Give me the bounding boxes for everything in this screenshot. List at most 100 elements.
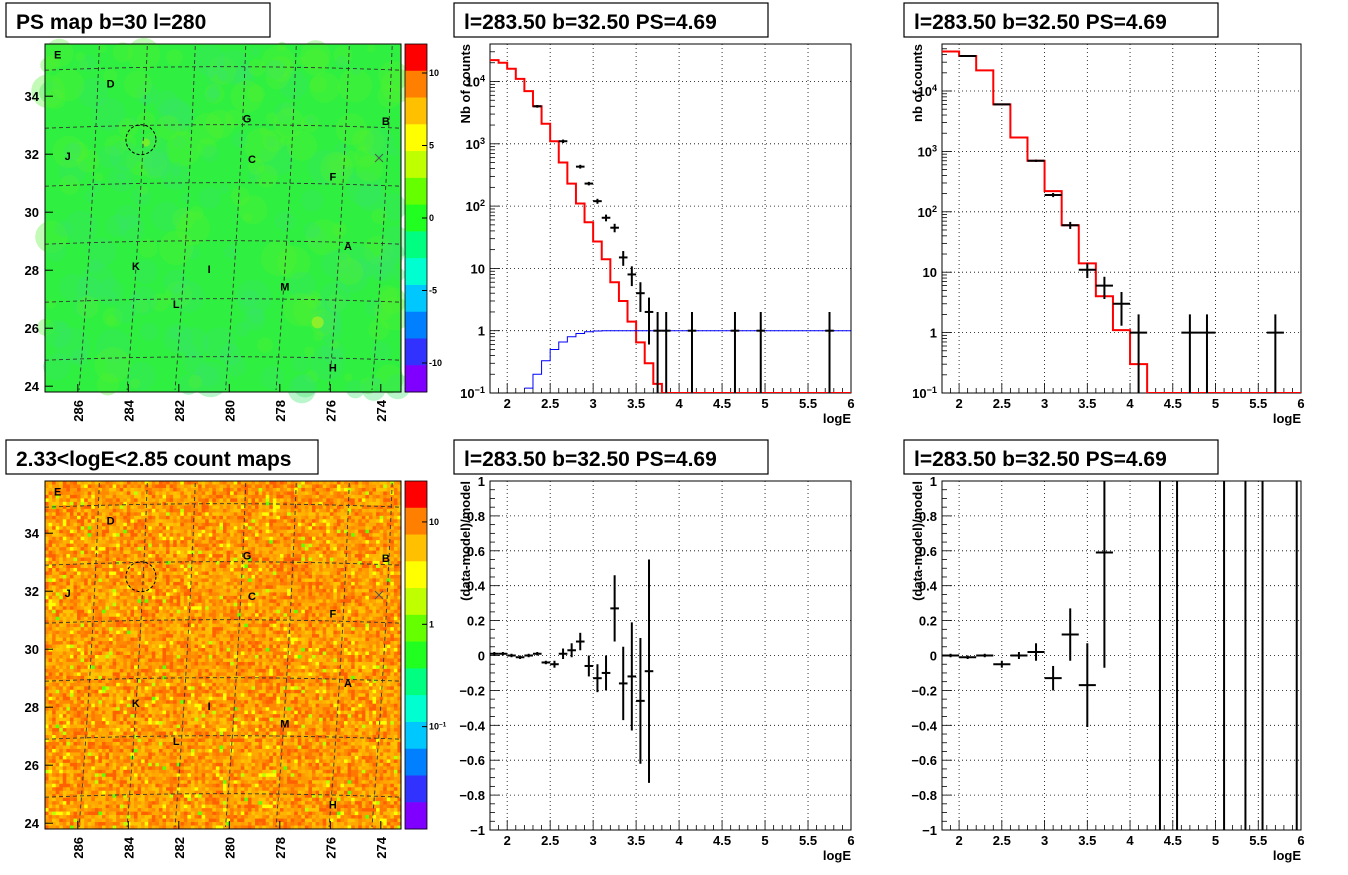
heatmap-blob — [97, 145, 122, 169]
heatmap-cell — [84, 651, 89, 656]
heatmap-cell — [166, 766, 170, 771]
heatmap-cell — [173, 773, 178, 778]
heatmap-cell — [105, 606, 110, 611]
heatmap-cell — [151, 804, 156, 809]
heatmap-cell — [73, 797, 78, 802]
heatmap-cell — [116, 620, 121, 624]
heatmap-cell — [109, 613, 113, 618]
heatmap-cell — [137, 769, 142, 774]
heatmap-cell — [151, 487, 156, 492]
heatmap-cell — [80, 742, 85, 746]
heatmap-cell — [109, 731, 113, 736]
heatmap-cell — [116, 780, 121, 785]
heatmap-cell — [119, 568, 124, 572]
heatmap-cell — [62, 755, 67, 760]
heatmap-blob — [79, 54, 97, 72]
heatmap-cell — [87, 588, 92, 593]
heatmap-cell — [141, 738, 145, 743]
heatmap-cell — [166, 794, 170, 798]
heatmap-cell — [119, 547, 124, 551]
heatmap-cell — [101, 762, 106, 767]
heatmap-cell — [112, 700, 117, 705]
heatmap-cell — [66, 707, 71, 711]
heatmap-cell — [48, 661, 53, 666]
heatmap-cell — [55, 568, 60, 572]
heatmap-cell — [62, 501, 67, 506]
heatmap-cell — [91, 696, 96, 701]
heatmap-cell — [187, 665, 192, 670]
heatmap-cell — [148, 804, 153, 809]
heatmap-cell — [45, 481, 49, 485]
heatmap-cell — [169, 710, 174, 715]
heatmap-cell — [52, 808, 56, 812]
heatmap-cell — [148, 825, 153, 830]
heatmap-cell — [176, 547, 181, 551]
heatmap-cell — [73, 554, 78, 558]
heatmap-cell — [126, 550, 131, 555]
heatmap-cell — [77, 592, 81, 597]
heatmap-cell — [180, 574, 185, 579]
heatmap-cell — [112, 766, 117, 771]
heatmap-cell — [130, 672, 135, 677]
heatmap-cell — [187, 780, 192, 785]
heatmap-cell — [187, 738, 192, 743]
heatmap-cell — [55, 731, 60, 736]
heatmap-cell — [77, 668, 81, 673]
heatmap-cell — [116, 661, 121, 666]
heatmap-cell — [101, 494, 106, 499]
heatmap-blob — [130, 293, 142, 304]
heatmap-cell — [94, 505, 99, 510]
heatmap-cell — [123, 742, 128, 746]
heatmap-cell — [190, 498, 195, 503]
heatmap-cell — [45, 602, 49, 607]
heatmap-blob — [172, 208, 195, 231]
heatmap-cell — [73, 745, 78, 750]
x-tick-label: 284 — [121, 399, 136, 421]
heatmap-cell — [123, 547, 128, 551]
heatmap-cell — [134, 766, 138, 771]
heatmap-cell — [173, 529, 178, 534]
heatmap-blob — [281, 103, 294, 117]
heatmap-blob — [37, 318, 55, 336]
heatmap-cell — [130, 581, 135, 586]
heatmap-cell — [105, 613, 110, 618]
heatmap-cell — [105, 498, 110, 503]
heatmap-cell — [141, 641, 145, 645]
heatmap-cell — [91, 568, 96, 572]
heatmap-cell — [94, 557, 99, 562]
heatmap-cell — [73, 689, 78, 694]
heatmap-cell — [94, 745, 99, 750]
y-axis-label: nb of counts — [910, 44, 925, 122]
heatmap-cell — [144, 731, 149, 736]
heatmap-cell — [84, 801, 89, 805]
heatmap-cell — [84, 564, 89, 569]
heatmap-cell — [176, 515, 181, 520]
heatmap-cell — [62, 766, 67, 771]
heatmap-cell — [194, 696, 199, 701]
heatmap-cell — [69, 574, 74, 579]
heatmap-cell — [55, 540, 60, 544]
heatmap-cell — [123, 616, 128, 621]
heatmap-cell — [116, 526, 121, 531]
heatmap-cell — [73, 526, 78, 531]
heatmap-cell — [126, 498, 131, 503]
heatmap-cell — [80, 644, 85, 649]
heatmap-cell — [59, 484, 64, 489]
heatmap-cell — [112, 487, 117, 492]
heatmap-cell — [137, 679, 142, 684]
heatmap-cell — [148, 557, 153, 562]
heatmap-cell — [180, 804, 185, 809]
heatmap-cell — [94, 801, 99, 805]
heatmap-cell — [148, 522, 153, 527]
heatmap-cell — [59, 682, 64, 687]
data-point — [584, 181, 594, 186]
heatmap-cell — [123, 515, 128, 520]
heatmap-cell — [162, 550, 167, 555]
heatmap-cell — [148, 742, 153, 746]
heatmap-cell — [194, 787, 199, 792]
heatmap-cell — [158, 609, 163, 614]
heatmap-cell — [126, 651, 131, 656]
heatmap-cell — [77, 780, 81, 785]
heatmap-cell — [141, 710, 145, 715]
heatmap-cell — [94, 487, 99, 492]
